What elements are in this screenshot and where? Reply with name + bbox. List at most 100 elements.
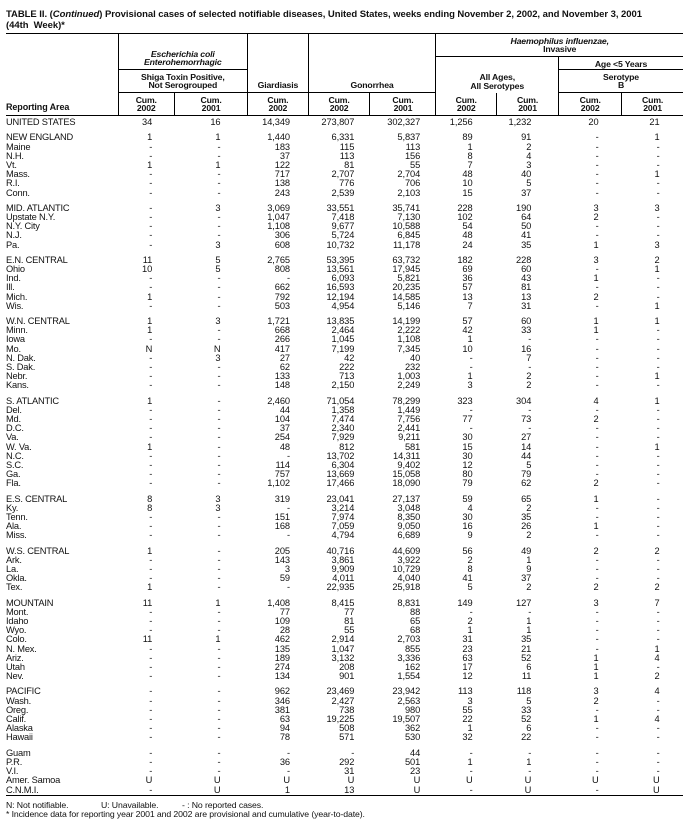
cell-value: - — [528, 423, 532, 434]
table-title-line1: TABLE II. (Continued) Provisional cases … — [6, 8, 642, 20]
table-row: W. Va. 1 - 48 812 581 15 14 - 1 — [6, 441, 683, 452]
cell-value: U — [347, 775, 355, 786]
cell-value: 319 — [274, 493, 290, 504]
cell-value: - — [217, 582, 221, 593]
cell-value: 94 — [279, 723, 290, 734]
cell-value: 346 — [274, 695, 290, 706]
cell-area: W.S. CENTRAL — [6, 545, 70, 556]
cell-value: - — [595, 766, 599, 777]
table-row: Colo. 11 1 462 2,914 2,703 31 35- - — [6, 634, 683, 645]
cell-value: 63 — [279, 714, 290, 725]
cell-value: - — [528, 361, 532, 372]
cell-area: Tex. — [6, 582, 23, 593]
cell-value: N — [145, 343, 153, 354]
cell-value: - — [217, 432, 221, 443]
cell-value: - — [149, 606, 153, 617]
cell-value: 12 — [462, 671, 473, 682]
cell-value: 1 — [593, 521, 599, 532]
table-body: UNITED STATES 34 16 14,349 273,807 302,327 1,2… — [6, 116, 683, 796]
table-row: S.C. - - 114 6,304 9,402 12 5 - - — [6, 460, 683, 470]
cell-value: 306 — [274, 230, 290, 241]
cell-value: - — [656, 423, 660, 434]
cell-value: U — [465, 775, 473, 786]
cell-value: 792 — [274, 291, 290, 302]
cell-value: N — [213, 343, 221, 354]
cell-value: - — [656, 159, 660, 170]
cell-value: 42 — [462, 325, 473, 336]
cell-value: 10,729 — [392, 564, 421, 575]
cell-value: - — [149, 469, 153, 480]
cell-value: 10 — [462, 178, 473, 189]
cell-area: N. Mex. — [6, 643, 37, 654]
cell-value: 8 — [467, 150, 473, 161]
cell-value: - — [469, 766, 473, 777]
cell-value: 23 — [462, 643, 473, 654]
cell-value: - — [217, 334, 221, 345]
cum-header-col3: Cum. 2002 — [247, 92, 309, 116]
cell-value: 2 — [593, 545, 599, 556]
cell-value: - — [149, 714, 153, 725]
cell-value: 3 — [215, 315, 221, 326]
cell-value: 44,609 — [392, 545, 421, 556]
cell-value: 1 — [467, 371, 473, 382]
cell-value: 122 — [274, 159, 290, 170]
cell-area: Guam — [6, 747, 31, 758]
cell-area: Amer. Samoa — [6, 775, 61, 786]
cell-value: 3,861 — [331, 554, 355, 565]
cell-value: - — [149, 573, 153, 584]
cell-value: 65 — [521, 493, 532, 504]
cell-value: 2 — [593, 413, 599, 424]
cell-value: 6,093 — [331, 273, 355, 284]
cell-value: 11 — [521, 671, 532, 682]
cell-value: - — [217, 662, 221, 673]
cell-value: 6,304 — [331, 460, 355, 470]
cell-value: - — [656, 469, 660, 480]
cell-value: - — [656, 502, 660, 513]
table-row: Maine - - 183 115 113 1 2 - - — [6, 142, 683, 152]
cell-value: 44 — [410, 747, 421, 758]
cell-value: 77 — [279, 606, 290, 617]
cell-value: 2 — [654, 545, 660, 556]
cell-value: - — [217, 291, 221, 302]
cell-value: 2,765 — [267, 254, 290, 265]
cell-area: Mont. — [6, 606, 29, 617]
table-row: UNITED STATES 34 16 14,349 273,807 302,327 1,2… — [6, 117, 683, 128]
cell-area: Okla. — [6, 573, 27, 584]
cell-value: 23,942 — [392, 686, 421, 697]
cell-value: 1,108 — [397, 334, 421, 345]
cell-value: - — [595, 178, 599, 189]
cell-value: 2 — [593, 582, 599, 593]
cell-value: - — [595, 404, 599, 415]
age-under5-header: Age <5 Years — [558, 56, 683, 70]
cell-value: 11 — [142, 634, 153, 645]
cell-value: 6,331 — [331, 132, 355, 143]
cell-value: 48 — [462, 169, 473, 180]
cell-value: 12,194 — [326, 291, 355, 302]
cell-value: 102 — [457, 211, 473, 222]
table-row: Okla. - - 59 4,011 4,040 41 37 - - — [6, 573, 683, 584]
cell-value: 69 — [462, 263, 473, 274]
cell-value: 4,011 — [332, 573, 355, 584]
cell-value: 1 — [593, 671, 599, 682]
cell-value: 54 — [462, 221, 473, 232]
cell-value: - — [217, 530, 221, 541]
ecoli-group-header: Escherichia coli Enterohemorrhagic — [117, 33, 249, 70]
cum-header-row: Cum. 2002 Cum. 2001 Cum. 2002 Cum. 2002 Cum. 2001… — [6, 92, 683, 116]
cell-value: 1,232 — [508, 117, 532, 128]
cell-value: 1 — [654, 643, 660, 654]
title-continued: Continued — [52, 8, 100, 20]
cell-value: - — [217, 671, 221, 682]
cell-value: 63,732 — [392, 254, 421, 265]
cell-value: 33 — [521, 325, 532, 336]
cell-value: 118 — [516, 686, 532, 697]
cell-value: 88 — [410, 606, 421, 617]
cell-value: 4,040 — [397, 573, 421, 584]
cell-value: - — [595, 460, 599, 470]
cell-value: 1 — [654, 441, 660, 452]
cell-value: - — [656, 325, 660, 336]
cell-value: 14 — [521, 441, 532, 452]
cell-value: - — [217, 230, 221, 241]
cell-value: - — [595, 423, 599, 434]
cell-value: 189 — [274, 652, 290, 663]
cell-area: Minn. — [6, 325, 28, 336]
